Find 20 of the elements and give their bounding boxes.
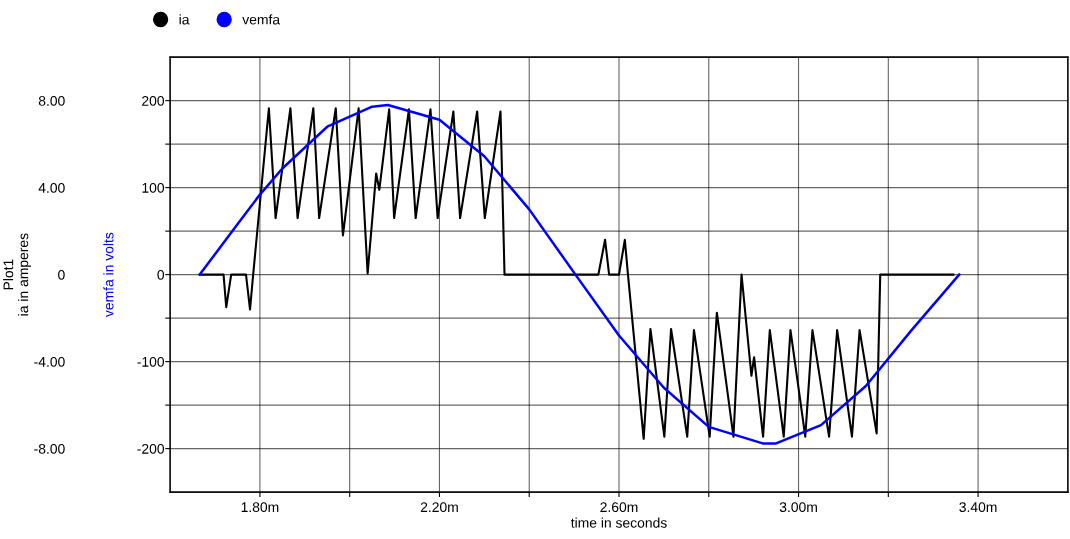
- y-tick-label: -8.00: [34, 443, 65, 454]
- y2-axis-title: vemfa in volts: [103, 232, 114, 318]
- y2-tick-label: 0: [157, 269, 165, 280]
- y-tick-label: 8.00: [38, 95, 65, 106]
- x-tick-label: 3.40m: [959, 502, 997, 513]
- x-tick-label: 2.20m: [420, 502, 458, 513]
- y2-tick-label: 200: [142, 95, 165, 106]
- y2-tick-label: -200: [137, 443, 165, 454]
- x-tick-label: 2.60m: [600, 502, 638, 513]
- y2-tick-label: -100: [137, 356, 165, 367]
- x-axis-title: time in seconds: [570, 517, 667, 528]
- y-tick-label: 4.00: [38, 182, 65, 193]
- legend-label: vemfa: [242, 14, 281, 25]
- legend-label: ia: [179, 14, 190, 25]
- y-axis-title: Plot1 ia in amperes: [3, 233, 31, 316]
- y-tick-label: 0: [58, 269, 65, 280]
- x-tick-label: 1.80m: [241, 502, 279, 513]
- y2-tick-label: 100: [142, 182, 165, 193]
- x-tick-label: 3.00m: [779, 502, 817, 513]
- y-tick-label: -4.00: [34, 356, 65, 367]
